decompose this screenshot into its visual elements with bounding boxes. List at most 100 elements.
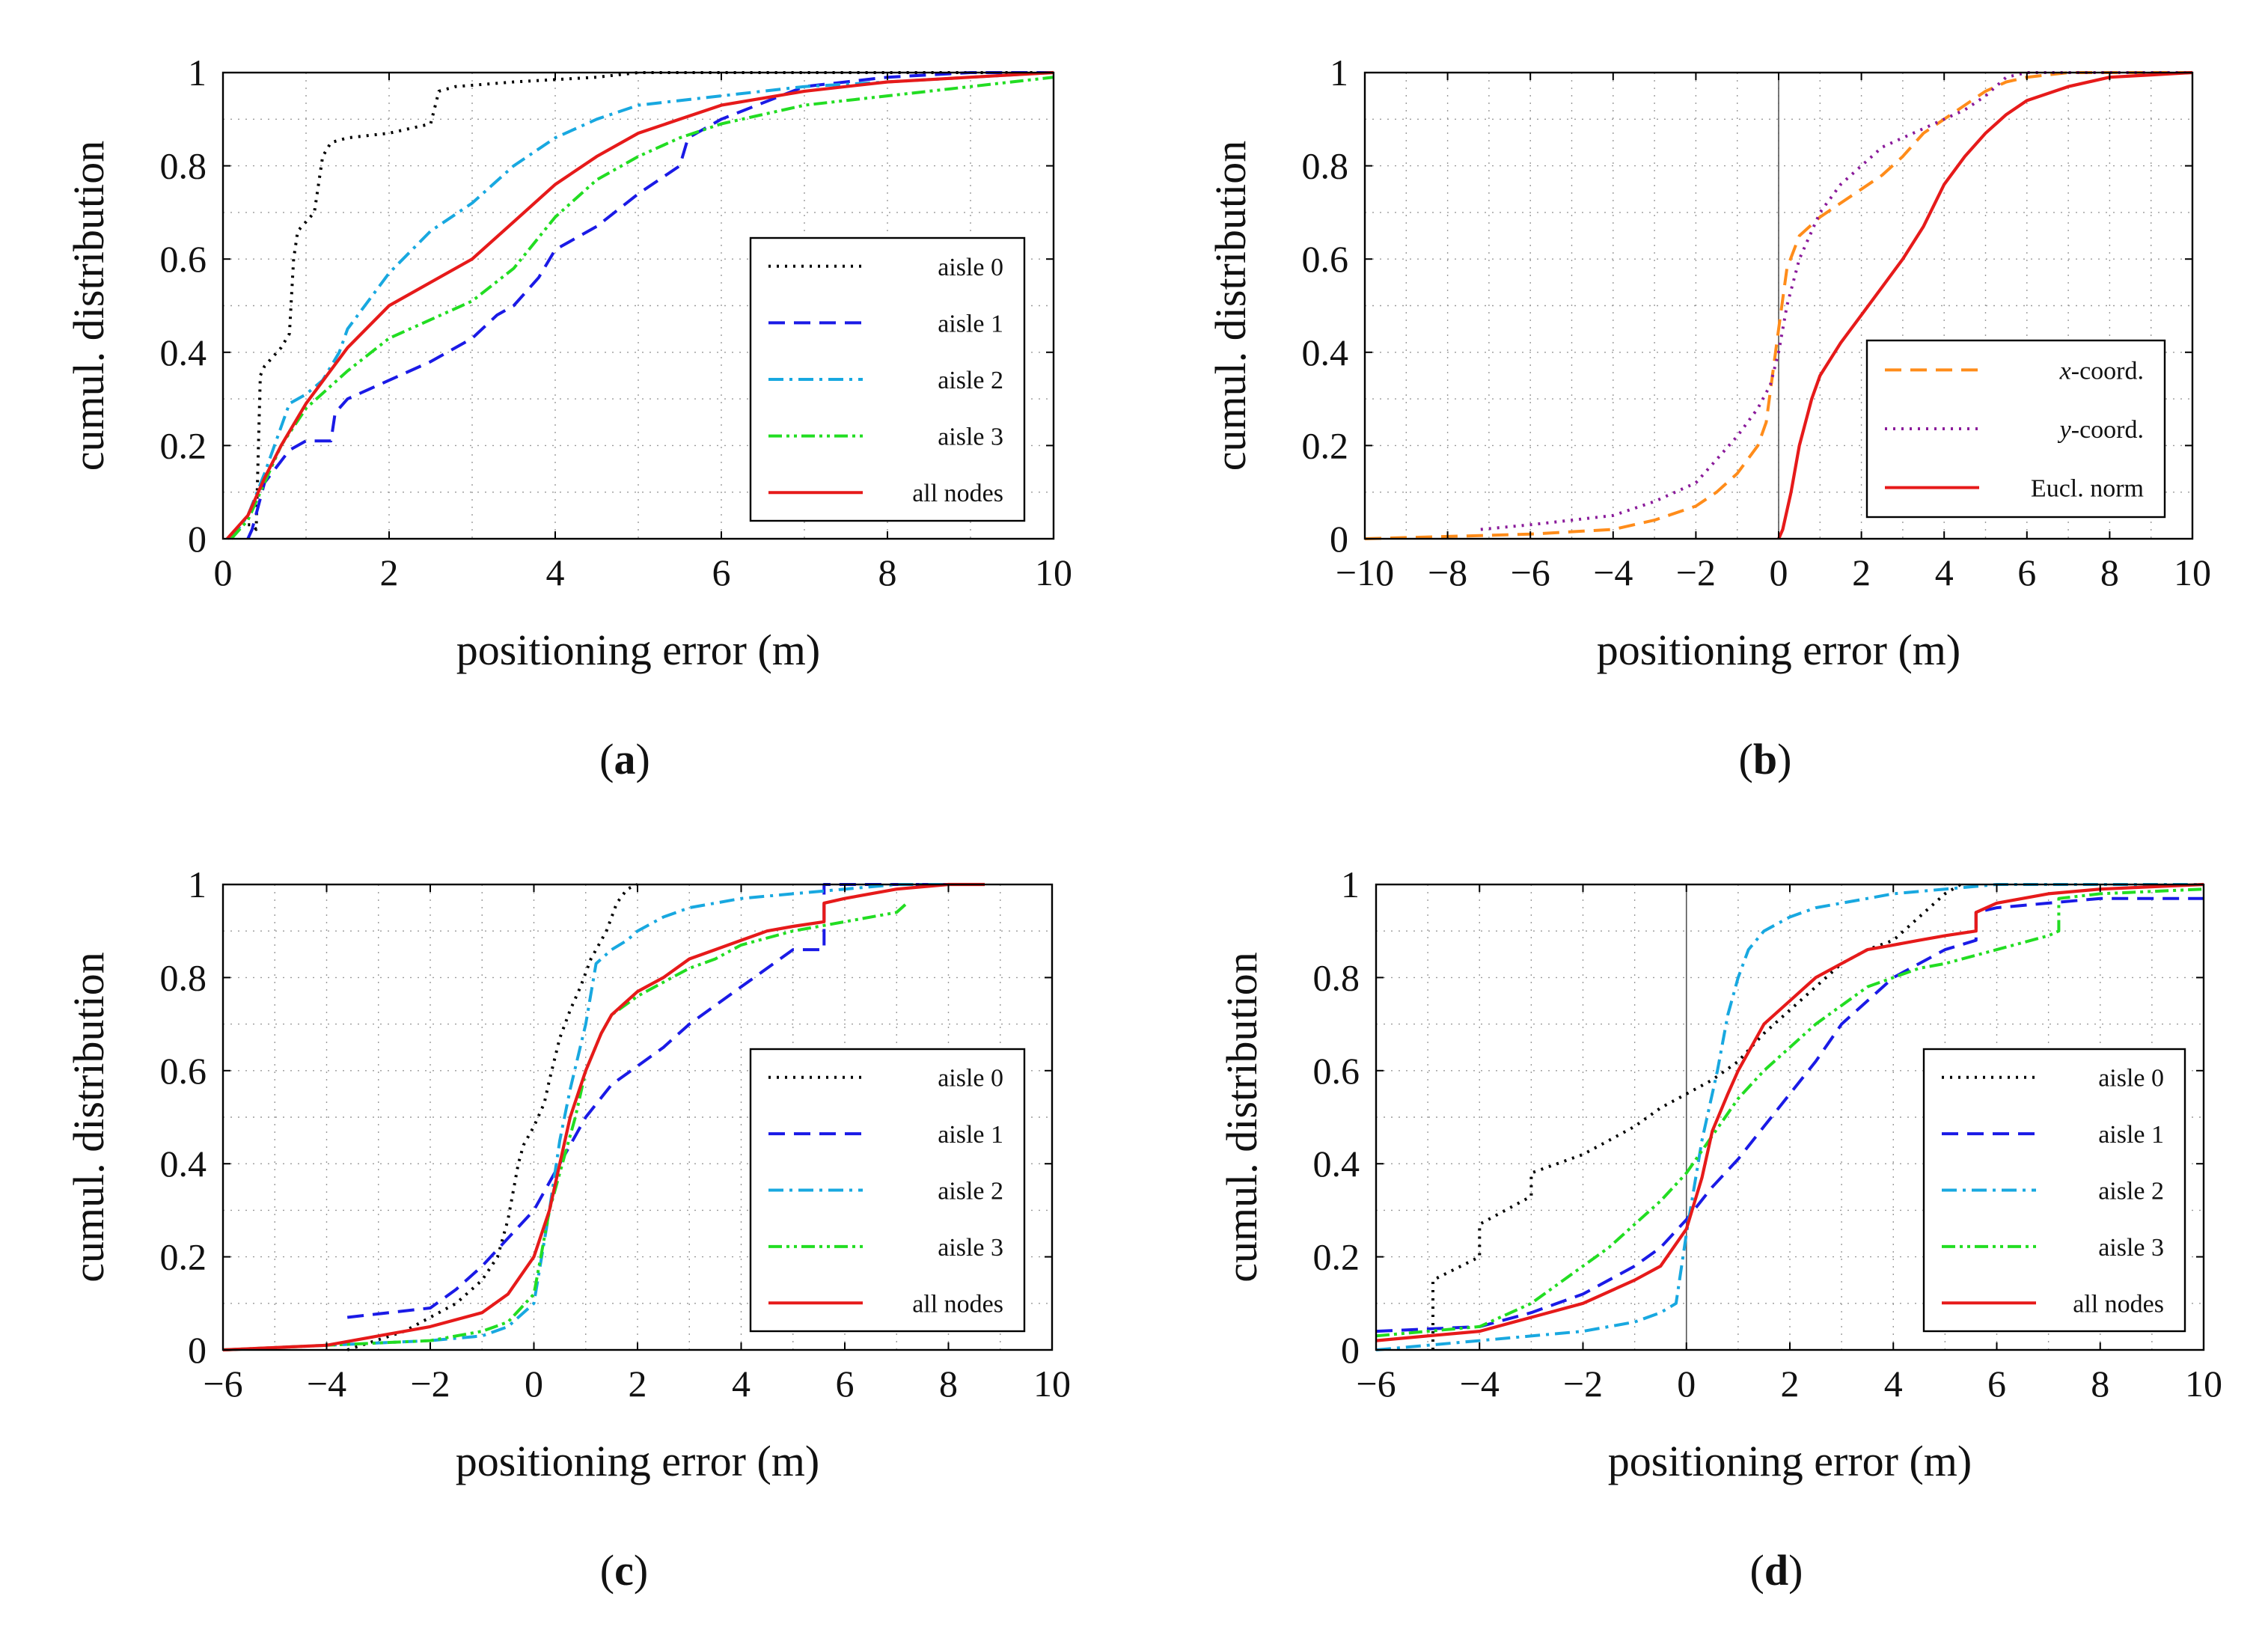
x-tick-label: 0 xyxy=(214,551,233,593)
legend-entry: all nodes xyxy=(912,1290,1003,1318)
y-tick-label: 0.2 xyxy=(1313,1236,1360,1278)
x-tick-label: 4 xyxy=(546,551,565,593)
y-tick-label: 1 xyxy=(188,864,207,905)
legend-b: x-coord.y-coord.Eucl. norm xyxy=(1865,339,2166,519)
x-tick-label: 2 xyxy=(1781,1363,1800,1405)
x-tick-label: 6 xyxy=(2017,551,2036,593)
y-tick-label: 0.4 xyxy=(1302,331,1349,373)
panel-label-close: ) xyxy=(1788,1546,1803,1595)
x-tick-label: 2 xyxy=(1852,551,1871,593)
legend-entry: aisle 2 xyxy=(2098,1178,2164,1205)
x-tick-label: 0 xyxy=(1770,551,1788,593)
y-tick-label: 0 xyxy=(188,1329,207,1371)
x-tick-label: 8 xyxy=(2100,551,2119,593)
series-group-d xyxy=(1376,882,2204,1351)
y-tick-label: 0.8 xyxy=(160,956,207,998)
legend-entry-italic: x xyxy=(2059,357,2071,385)
legend-entry: aisle 2 xyxy=(938,367,1003,394)
x-tick-label: −6 xyxy=(1511,551,1550,593)
series-line-a-1 xyxy=(246,71,1054,540)
x-tick-label: −2 xyxy=(410,1363,450,1405)
x-tick-label: 6 xyxy=(712,551,731,593)
x-tick-label: 10 xyxy=(2174,551,2211,593)
y-axis-title: cumul. distribution xyxy=(1206,141,1255,471)
y-tick-label: 0.4 xyxy=(160,1143,207,1185)
x-tick-label: 0 xyxy=(525,1363,543,1405)
legend-entry: aisle 3 xyxy=(938,1234,1003,1262)
legend-entry: aisle 3 xyxy=(2098,1234,2164,1262)
chart-panel-b: −10 −8 −6 −4 −2 0 2 4 6 8 10 0 0.2 0.4 0.6 0.8 1 position… xyxy=(1206,52,2211,783)
series-group-c xyxy=(223,882,985,1352)
legend-entry: all nodes xyxy=(912,480,1003,507)
panel-label-open: ( xyxy=(600,1546,614,1595)
series-line-c-2 xyxy=(223,883,949,1351)
y-tick-label: 0.6 xyxy=(160,1050,207,1092)
x-tick-label: −6 xyxy=(1356,1363,1396,1405)
y-tick-label: 1 xyxy=(188,52,207,94)
panel-label-open: ( xyxy=(1739,735,1753,783)
x-tick-label: −4 xyxy=(307,1363,346,1405)
x-axis-title: positioning error (m) xyxy=(456,626,820,674)
panel-label-c: (c) xyxy=(600,1546,648,1595)
series-line-d-0 xyxy=(1431,883,1962,1350)
legend-a: aisle 0 aisle 1 aisle 2 aisle 3 all nodes xyxy=(749,236,1026,522)
y-axis-title: cumul. distribution xyxy=(64,141,113,471)
x-tick-label: −4 xyxy=(1593,551,1633,593)
series-group-a xyxy=(226,70,1054,540)
legend-entry: y-coord. xyxy=(2058,416,2144,444)
x-tick-label: 10 xyxy=(2185,1363,2222,1405)
x-tick-label: 4 xyxy=(1935,551,1954,593)
y-tick-label: 0.6 xyxy=(1302,238,1349,280)
x-tick-label: 8 xyxy=(2091,1363,2109,1405)
legend-entry: aisle 1 xyxy=(938,310,1003,337)
chart-panel-a: 0 2 4 6 8 10 0 0.2 0.4 0.6 0.8 1 positioning error (… xyxy=(64,52,1072,783)
series-line-a-2 xyxy=(230,71,1054,540)
x-tick-label: −2 xyxy=(1676,551,1716,593)
x-tick-label: 6 xyxy=(1987,1363,2006,1405)
legend-entry: x-coord. xyxy=(2059,357,2144,385)
x-tick-label: 4 xyxy=(1884,1363,1903,1405)
legend-entry: aisle 1 xyxy=(938,1121,1003,1149)
x-tick-label: 8 xyxy=(939,1363,958,1405)
legend-entry: aisle 0 xyxy=(938,1065,1003,1092)
panel-label-letter: a xyxy=(614,735,636,783)
y-tick-label: 0.8 xyxy=(160,145,207,187)
series-line-c-0 xyxy=(346,883,638,1351)
y-tick-label: 0.2 xyxy=(160,1236,207,1278)
x-tick-label: 8 xyxy=(878,551,897,593)
x-tick-label: −2 xyxy=(1563,1363,1603,1405)
x-tick-label: −4 xyxy=(1460,1363,1500,1405)
panel-label-b: (b) xyxy=(1739,735,1792,783)
panel-label-open: ( xyxy=(599,735,614,783)
legend-entry: aisle 3 xyxy=(938,424,1003,451)
series-line-a-4 xyxy=(226,70,1054,540)
legend-c: aisle 0 aisle 1 aisle 2 aisle 3 all nodes xyxy=(749,1048,1026,1333)
legend-entry: aisle 0 xyxy=(2098,1065,2164,1092)
series-line-d-4 xyxy=(1376,882,2204,1342)
legend-entry: all nodes xyxy=(2073,1290,2164,1318)
legend-entry-rest: -coord. xyxy=(2071,416,2144,444)
legend-d: aisle 0 aisle 1 aisle 2 aisle 3 all nodes xyxy=(1922,1048,2186,1333)
y-axis-title: cumul. distribution xyxy=(1217,952,1266,1282)
x-tick-label: 10 xyxy=(1035,551,1072,593)
legend-entry-rest: -coord. xyxy=(2071,357,2144,385)
panel-label-letter: b xyxy=(1753,735,1777,783)
panel-label-letter: c xyxy=(614,1546,634,1595)
panel-label-close: ) xyxy=(1777,735,1791,783)
chart-panel-c: −6 −4 −2 0 2 4 6 8 10 0 0.2 0.4 0.6 0.8 1 positioning e… xyxy=(64,864,1071,1595)
panel-label-close: ) xyxy=(636,735,650,783)
x-tick-label: −8 xyxy=(1428,551,1467,593)
y-tick-label: 0 xyxy=(1330,518,1348,560)
x-tick-label: 10 xyxy=(1033,1363,1071,1405)
panel-label-d: (d) xyxy=(1750,1546,1803,1595)
x-tick-label: 2 xyxy=(629,1363,647,1405)
y-tick-label: 0.4 xyxy=(1313,1143,1360,1185)
x-axis-title: positioning error (m) xyxy=(456,1437,819,1485)
y-axis-title: cumul. distribution xyxy=(64,952,113,1282)
panel-label-open: ( xyxy=(1750,1546,1764,1595)
legend-box xyxy=(749,1048,1026,1333)
y-tick-label: 1 xyxy=(1341,864,1360,905)
series-line-b-2 xyxy=(1777,70,2192,540)
